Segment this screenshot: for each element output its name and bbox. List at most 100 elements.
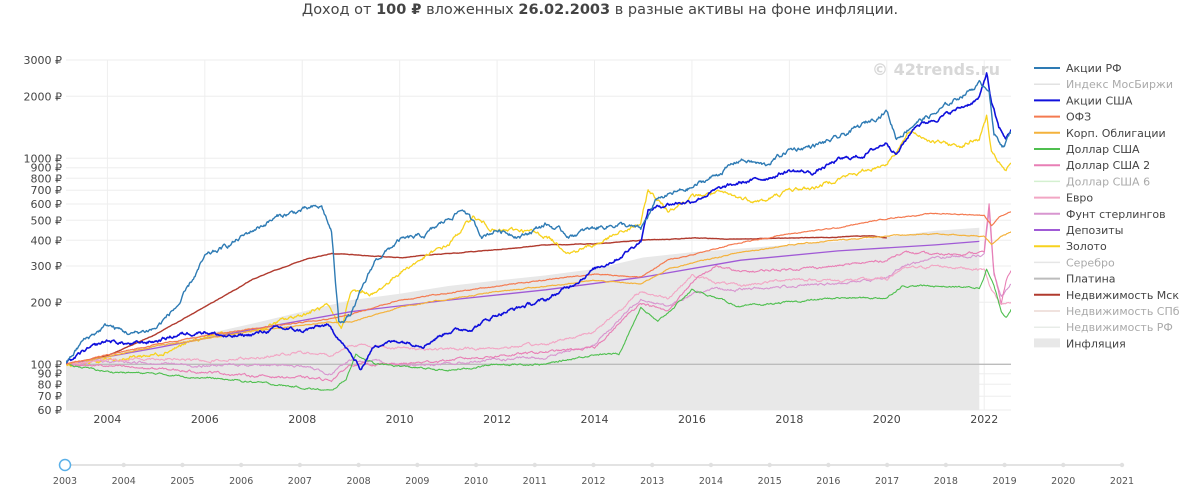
legend-label: Недвижимость РФ xyxy=(1066,321,1173,334)
slider-year-label: 2013 xyxy=(640,476,664,487)
slider-year-label: 2015 xyxy=(758,476,782,487)
legend-item-доллар-сша[interactable]: Доллар США xyxy=(1034,143,1140,156)
x-tick-label: 2008 xyxy=(288,413,316,426)
series-line-акции-рф xyxy=(66,79,1011,364)
y-tick-label: 500 ₽ xyxy=(31,214,63,227)
legend-label: Корп. Облигации xyxy=(1066,127,1166,140)
legend-label: Золото xyxy=(1066,240,1107,253)
slider-step-2020[interactable] xyxy=(1061,462,1066,468)
slider-step-2017[interactable] xyxy=(884,462,890,468)
slider-step-2012[interactable] xyxy=(591,462,596,468)
slider-handle[interactable] xyxy=(58,458,72,472)
legend[interactable]: Акции РФ Индекс МосБиржи Акции США ОФЗ Корп.… xyxy=(1034,62,1180,350)
y-tick-label: 300 ₽ xyxy=(31,260,63,273)
x-tick-label: 2004 xyxy=(93,413,121,426)
legend-item-недвижимость-рф[interactable]: Недвижимость РФ xyxy=(1034,321,1173,334)
x-tick-label: 2018 xyxy=(775,413,803,426)
y-tick-label: 1000 ₽ xyxy=(24,152,63,165)
legend-item-евро[interactable]: Евро xyxy=(1034,192,1093,205)
legend-label: Недвижимость Мск xyxy=(1066,289,1179,302)
slider-step-2011[interactable] xyxy=(532,462,537,468)
y-tick-label: 60 ₽ xyxy=(38,404,63,417)
legend-label: Акции США xyxy=(1066,94,1133,107)
legend-label: Серебро xyxy=(1066,256,1115,269)
legend-label: Доллар США 6 xyxy=(1066,175,1150,188)
slider-step-2004[interactable] xyxy=(121,462,126,468)
series-line-офз xyxy=(66,211,1011,365)
y-tick-label: 700 ₽ xyxy=(31,184,63,197)
slider-year-label: 2008 xyxy=(347,476,371,487)
slider-step-2010[interactable] xyxy=(473,462,479,468)
legend-label: Доллар США xyxy=(1066,143,1140,156)
legend-label: Недвижимость СПб xyxy=(1066,305,1180,318)
title-prefix: Доход от xyxy=(301,2,377,18)
legend-item-недвижимость-мск[interactable]: Недвижимость Мск xyxy=(1034,289,1179,302)
slider-year-label: 2004 xyxy=(112,476,136,487)
title-date: 26.02.2003 xyxy=(518,2,611,18)
legend-label: Инфляция xyxy=(1066,337,1126,350)
chart-title: Доход от 100 ₽ вложенных 26.02.2003 в ра… xyxy=(0,0,1200,20)
slider-step-2008[interactable] xyxy=(356,462,361,468)
legend-label: Индекс МосБиржи xyxy=(1066,78,1173,91)
year-slider[interactable]: 2003 2004 2005 2006 2007 2008 2009 2010 2011 2012… xyxy=(53,458,1134,488)
x-tick-label: 2006 xyxy=(191,413,219,426)
slider-year-label: 2016 xyxy=(816,476,840,487)
y-tick-label: 600 ₽ xyxy=(31,198,63,211)
legend-item-офз[interactable]: ОФЗ xyxy=(1034,111,1091,124)
series-line-недвижимость-мск xyxy=(66,235,888,365)
slider-year-label: 2020 xyxy=(1051,476,1075,487)
legend-label: Евро xyxy=(1066,192,1093,205)
legend-item-акции-сша[interactable]: Акции США xyxy=(1034,94,1133,107)
series-inflation-area xyxy=(66,227,980,410)
series-line-евро xyxy=(66,264,1011,366)
legend-item-фунт-стерлингов[interactable]: Фунт стерлингов xyxy=(1034,208,1166,221)
slider-step-2015[interactable] xyxy=(767,462,772,468)
slider-step-2016[interactable] xyxy=(826,462,831,468)
slider-step-2009[interactable] xyxy=(415,462,420,468)
y-tick-label: 2000 ₽ xyxy=(24,90,63,103)
series-line-доллар-сша xyxy=(66,268,1011,391)
series-layer xyxy=(66,72,1011,391)
slider-step-2007[interactable] xyxy=(297,462,303,468)
legend-item-акции-рф[interactable]: Акции РФ xyxy=(1034,62,1122,75)
slider-step-2014[interactable] xyxy=(708,462,714,468)
slider-year-label: 2005 xyxy=(170,476,194,487)
slider-step-2013[interactable] xyxy=(650,462,655,468)
slider-year-label: 2021 xyxy=(1110,476,1134,487)
legend-item-недвижимость-спб[interactable]: Недвижимость СПб xyxy=(1034,305,1180,318)
y-tick-label: 900 ₽ xyxy=(31,162,63,175)
y-tick-label: 70 ₽ xyxy=(38,390,63,403)
slider-year-label: 2017 xyxy=(875,476,899,487)
slider-step-2019[interactable] xyxy=(1002,462,1007,468)
legend-item-корп-облигации[interactable]: Корп. Облигации xyxy=(1034,127,1166,140)
slider-step-2005[interactable] xyxy=(180,462,185,468)
legend-item-золото[interactable]: Золото xyxy=(1034,240,1107,253)
title-middle: вложенных xyxy=(421,2,519,18)
slider-year-label: 2010 xyxy=(464,476,488,487)
legend-item-инфляция[interactable]: Инфляция xyxy=(1034,337,1126,350)
x-tick-label: 2010 xyxy=(386,413,414,426)
slider-step-2018[interactable] xyxy=(943,462,949,468)
series-line-золото xyxy=(66,114,1011,368)
slider-year-label: 2019 xyxy=(992,476,1016,487)
legend-label: Фунт стерлингов xyxy=(1066,208,1166,221)
legend-item-доллар-сша-6[interactable]: Доллар США 6 xyxy=(1034,175,1150,188)
slider-step-2006[interactable] xyxy=(238,462,244,468)
legend-item-индекс-мосбиржи[interactable]: Индекс МосБиржи xyxy=(1034,78,1173,91)
slider-year-label: 2014 xyxy=(699,476,723,487)
legend-item-серебро[interactable]: Серебро xyxy=(1034,256,1115,269)
series-line-фунт-стерлингов xyxy=(66,209,1011,376)
legend-item-доллар-сша-2[interactable]: Доллар США 2 xyxy=(1034,159,1150,172)
y-tick-label: 200 ₽ xyxy=(31,296,63,309)
legend-item-платина[interactable]: Платина xyxy=(1034,273,1116,286)
x-axis: 2004 2006 2008 2010 2012 2014 2016 2018 2020 2022 xyxy=(93,413,998,426)
slider-year-label: 2009 xyxy=(405,476,429,487)
slider-step-2021[interactable] xyxy=(1119,462,1125,468)
legend-swatch xyxy=(1034,338,1060,348)
x-tick-label: 2022 xyxy=(970,413,998,426)
series-line-акции-сша xyxy=(66,72,1011,371)
slider-year-label: 2003 xyxy=(53,476,77,487)
slider-year-label: 2012 xyxy=(581,476,605,487)
legend-item-депозиты[interactable]: Депозиты xyxy=(1034,224,1123,237)
